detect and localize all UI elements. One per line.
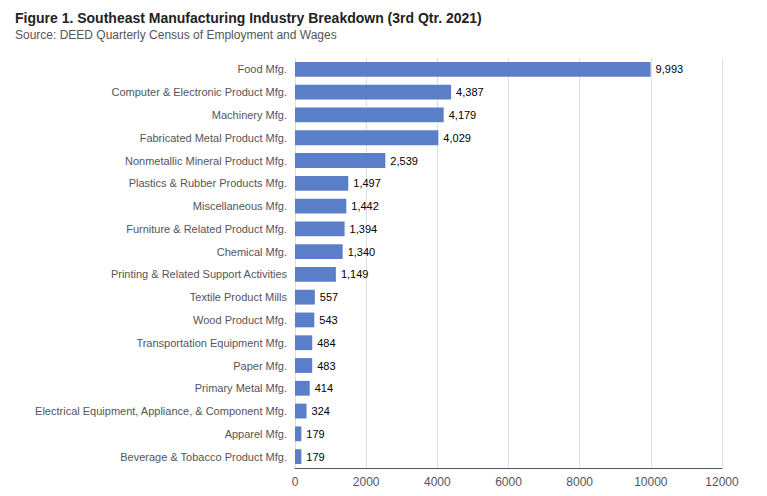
svg-text:1,442: 1,442 xyxy=(351,200,379,212)
svg-text:Machinery Mfg.: Machinery Mfg. xyxy=(212,109,287,121)
svg-text:Plastics & Rubber Products Mfg: Plastics & Rubber Products Mfg. xyxy=(129,177,287,189)
svg-text:4000: 4000 xyxy=(424,475,451,489)
svg-text:Figure 1. Southeast Manufactur: Figure 1. Southeast Manufacturing Indust… xyxy=(15,10,482,26)
svg-text:12000: 12000 xyxy=(705,475,739,489)
svg-text:179: 179 xyxy=(306,451,324,463)
svg-text:8000: 8000 xyxy=(566,475,593,489)
svg-text:1,497: 1,497 xyxy=(353,177,381,189)
svg-text:Nonmetallic Mineral Product Mf: Nonmetallic Mineral Product Mfg. xyxy=(125,155,287,167)
svg-text:Paper Mfg.: Paper Mfg. xyxy=(233,360,287,372)
svg-text:Printing & Related Support Act: Printing & Related Support Activities xyxy=(111,268,288,280)
svg-text:Source: DEED Quarterly Census: Source: DEED Quarterly Census of Employm… xyxy=(15,28,337,42)
svg-text:4,179: 4,179 xyxy=(449,109,477,121)
svg-text:6000: 6000 xyxy=(495,475,522,489)
svg-text:179: 179 xyxy=(306,428,324,440)
svg-text:1,394: 1,394 xyxy=(350,223,378,235)
svg-text:Computer & Electronic Product: Computer & Electronic Product Mfg. xyxy=(112,86,287,98)
svg-text:10000: 10000 xyxy=(634,475,668,489)
svg-text:324: 324 xyxy=(312,405,330,417)
svg-text:Primary Metal Mfg.: Primary Metal Mfg. xyxy=(195,382,287,394)
svg-text:Apparel Mfg.: Apparel Mfg. xyxy=(225,428,287,440)
svg-text:414: 414 xyxy=(315,382,333,394)
svg-text:Electrical Equipment, Applianc: Electrical Equipment, Appliance, & Compo… xyxy=(35,405,287,417)
svg-text:Chemical Mfg.: Chemical Mfg. xyxy=(217,246,287,258)
svg-text:Fabricated Metal Product Mfg.: Fabricated Metal Product Mfg. xyxy=(140,132,287,144)
svg-text:Food Mfg.: Food Mfg. xyxy=(237,63,287,75)
svg-text:Transportation Equipment Mfg.: Transportation Equipment Mfg. xyxy=(136,337,287,349)
svg-text:484: 484 xyxy=(317,337,335,349)
svg-text:2000: 2000 xyxy=(353,475,380,489)
svg-text:Wood Product Mfg.: Wood Product Mfg. xyxy=(193,314,287,326)
svg-text:Furniture & Related Product Mf: Furniture & Related Product Mfg. xyxy=(126,223,287,235)
svg-text:483: 483 xyxy=(317,360,335,372)
svg-text:557: 557 xyxy=(320,291,338,303)
svg-text:4,029: 4,029 xyxy=(443,132,471,144)
svg-text:2,539: 2,539 xyxy=(390,155,418,167)
svg-text:1,340: 1,340 xyxy=(348,246,376,258)
svg-text:1,149: 1,149 xyxy=(341,268,369,280)
svg-text:9,993: 9,993 xyxy=(656,63,684,75)
svg-text:0: 0 xyxy=(292,475,299,489)
svg-text:Textile Product Mills: Textile Product Mills xyxy=(190,291,288,303)
svg-text:Beverage & Tobacco Product Mfg: Beverage & Tobacco Product Mfg. xyxy=(120,451,287,463)
svg-text:543: 543 xyxy=(319,314,337,326)
svg-text:Miscellaneous Mfg.: Miscellaneous Mfg. xyxy=(193,200,287,212)
svg-text:4,387: 4,387 xyxy=(456,86,484,98)
